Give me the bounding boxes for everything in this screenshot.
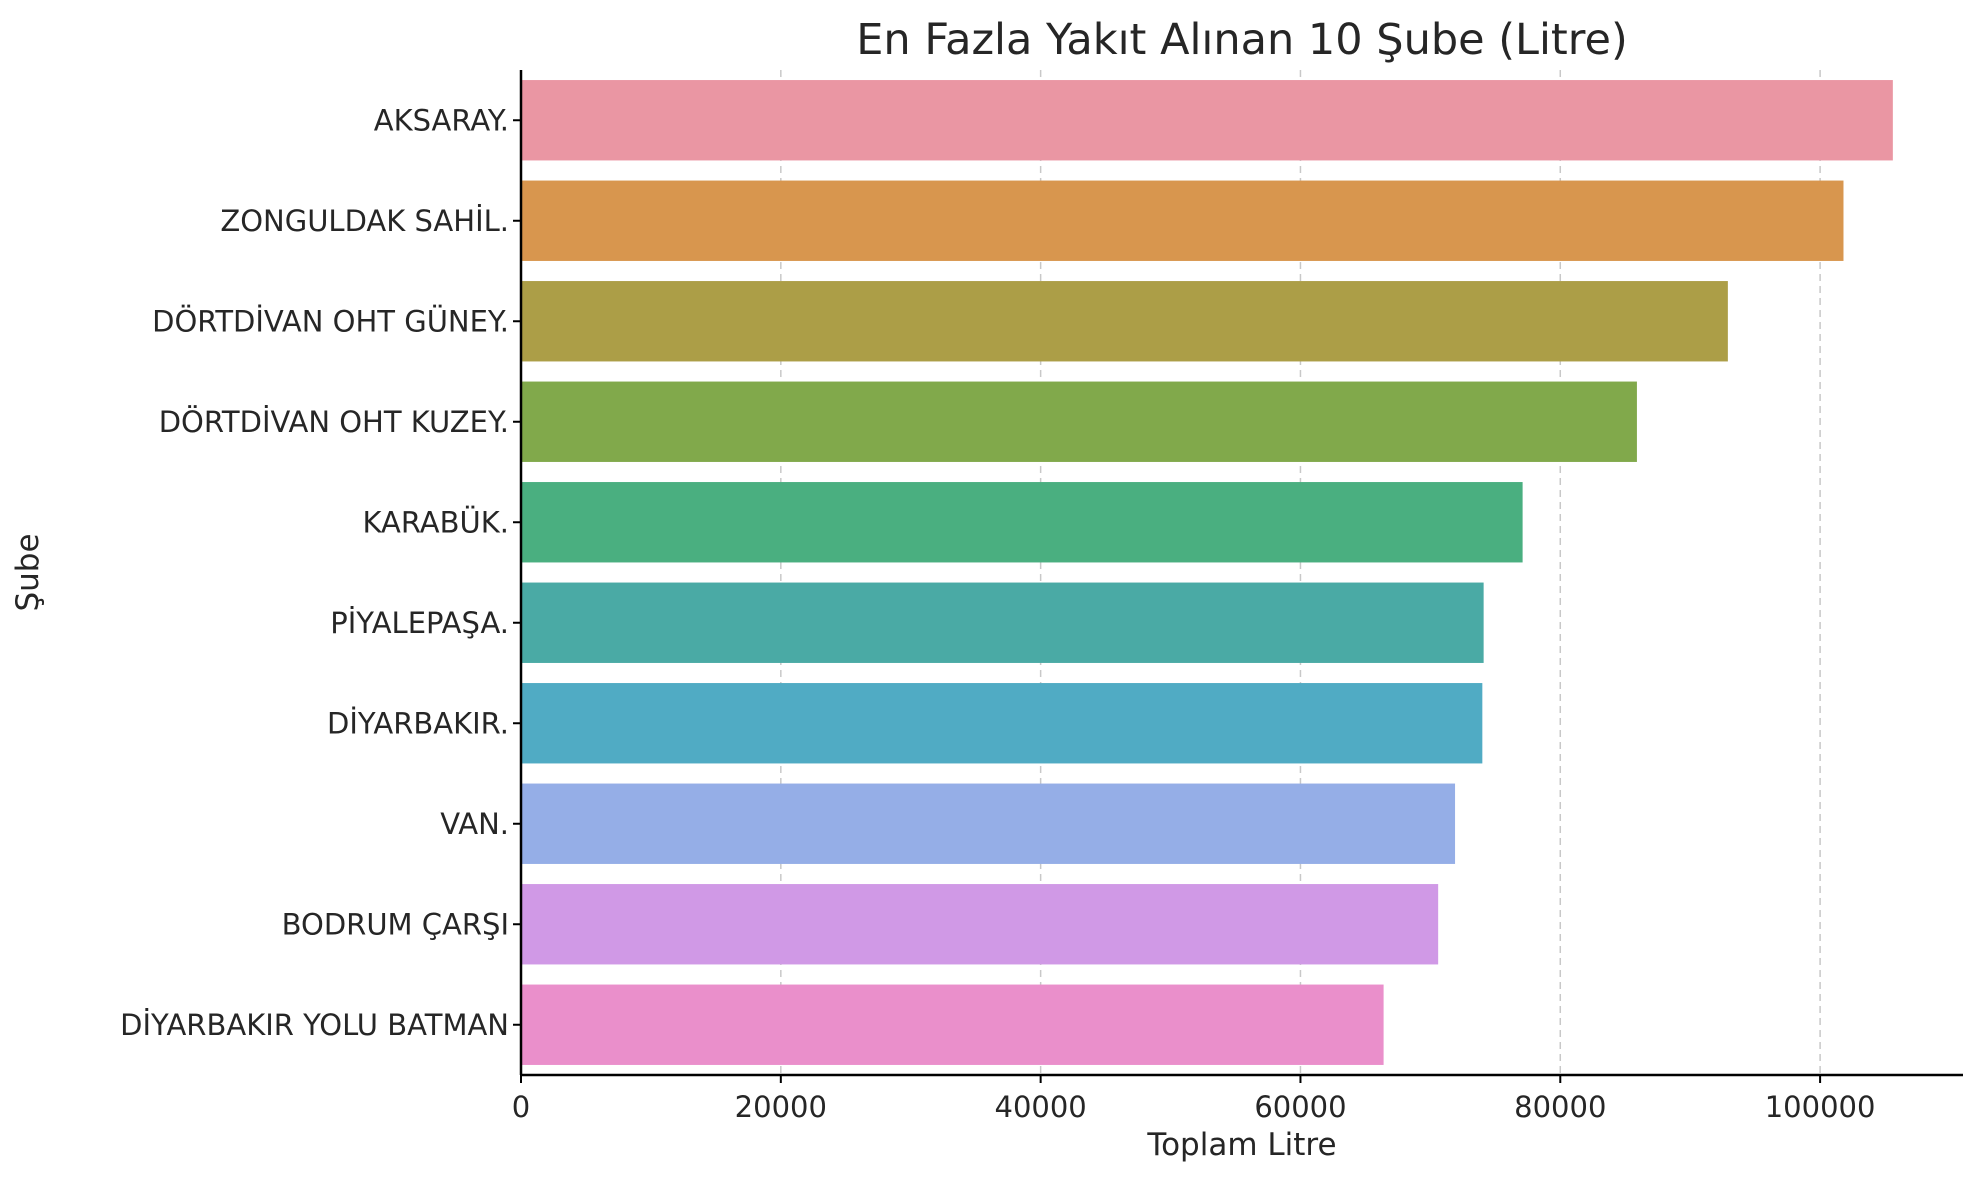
bar	[521, 582, 1484, 663]
x-tick-label: 60000	[1254, 1090, 1346, 1124]
y-tick-label: ZONGULDAK SAHİL.	[220, 204, 509, 238]
y-tick-label: DİYARBAKIR YOLU BATMAN	[120, 1008, 509, 1042]
bar	[521, 683, 1483, 764]
x-tick-label: 20000	[735, 1090, 827, 1124]
y-tick-label: KARABÜK.	[362, 505, 509, 539]
y-tick-label: DİYARBAKIR.	[327, 706, 509, 740]
x-ticks: 0 20000 40000 60000 80000 100000	[512, 1075, 1876, 1124]
y-tick-label: VAN.	[440, 807, 509, 841]
bar	[521, 884, 1439, 965]
bar	[521, 281, 1728, 362]
bar	[521, 180, 1844, 261]
x-tick-label: 40000	[995, 1090, 1087, 1124]
bar	[521, 482, 1523, 563]
y-tick-label: DÖRTDİVAN OHT GÜNEY.	[152, 304, 509, 338]
y-ticks: AKSARAY. ZONGULDAK SAHİL. DÖRTDİVAN OHT GÜ…	[120, 103, 521, 1042]
bars	[521, 80, 1893, 1065]
x-tick-label: 80000	[1514, 1090, 1606, 1124]
x-tick-label: 100000	[1765, 1090, 1876, 1124]
y-tick-label: AKSARAY.	[374, 103, 509, 137]
bar	[521, 783, 1456, 864]
y-tick-label: DÖRTDİVAN OHT KUZEY.	[159, 405, 509, 439]
chart-title: En Fazla Yakıt Alınan 10 Şube (Litre)	[856, 15, 1628, 65]
axes	[519, 70, 1963, 1077]
bar	[521, 381, 1637, 462]
x-axis-title: Toplam Litre	[1146, 1127, 1336, 1163]
bar	[521, 80, 1893, 161]
y-tick-label: PİYALEPAŞA.	[330, 606, 509, 640]
x-tick-label: 0	[512, 1090, 530, 1124]
y-tick-label: BODRUM ÇARŞI	[282, 907, 509, 941]
y-axis-title: Şube	[10, 533, 46, 611]
bar	[521, 984, 1384, 1065]
